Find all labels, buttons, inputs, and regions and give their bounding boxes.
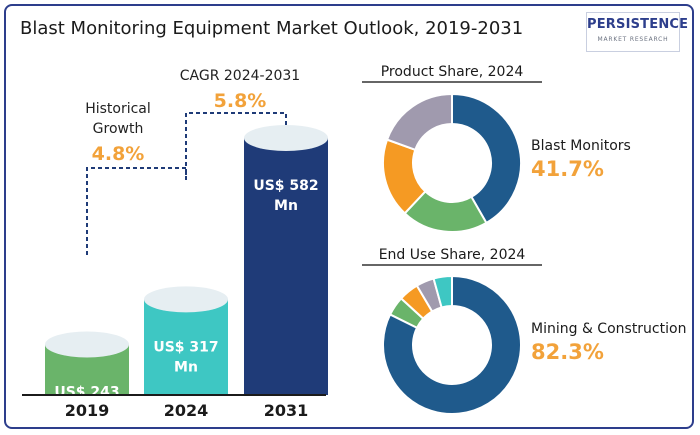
x-tick-label: 2031: [264, 401, 309, 420]
donut-highlight-value: 82.3%: [531, 340, 604, 364]
donut-title: Product Share, 2024: [381, 64, 524, 80]
historical-label-line1: Historical: [85, 101, 151, 117]
end-use-share-donut: End Use Share, 2024 Mining & Construction…: [362, 247, 686, 415]
persistence-logo: PERSISTENCE MARKET RESEARCH: [586, 12, 689, 52]
donut-highlight-value: 41.7%: [531, 157, 604, 181]
bar-value-label: US$ 243: [54, 384, 119, 400]
donut-highlight-label: Mining & Construction: [531, 321, 686, 337]
historical-growth-value: 4.8%: [92, 143, 145, 165]
historical-growth-connector: [86, 167, 187, 255]
bar-unit-label: Mn: [75, 404, 99, 420]
donut-slice-3: [385, 92, 453, 152]
bar-top-cap: [45, 331, 129, 358]
donut-slice-4: [432, 274, 453, 309]
x-tick-label: 2024: [164, 401, 209, 420]
bar-2019: US$ 243 Mn: [45, 331, 129, 420]
bar-body: [244, 138, 328, 395]
bar-2031: US$ 582 Mn: [244, 125, 328, 395]
cagr-value: 5.8%: [214, 90, 267, 112]
bar-value-label: US$ 317: [153, 339, 218, 355]
logo-tagline: MARKET RESEARCH: [597, 36, 669, 43]
x-tick-label: 2019: [65, 401, 110, 420]
logo-wordmark: PERSISTENCE: [587, 17, 689, 32]
bar-unit-label: Mn: [274, 198, 298, 214]
historical-label-line2: Growth: [93, 121, 144, 137]
cagr-label: CAGR 2024-2031: [180, 68, 300, 84]
bar-2024: US$ 317 Mn: [144, 286, 228, 395]
donut-slice-0: [382, 274, 522, 415]
donut-highlight-label: Blast Monitors: [531, 138, 631, 154]
bar-unit-label: Mn: [174, 359, 198, 375]
bar-top-cap: [144, 286, 228, 313]
product-share-donut: Product Share, 2024 Blast Monitors 41.7%: [362, 64, 631, 233]
bar-body: [144, 299, 228, 395]
donut-slice-0: [451, 92, 522, 225]
chart-title: Blast Monitoring Equipment Market Outloo…: [20, 18, 523, 39]
bar-top-cap: [244, 125, 328, 151]
bar-value-label: US$ 582: [253, 178, 318, 194]
donut-title: End Use Share, 2024: [379, 247, 526, 263]
chart-frame: [4, 4, 694, 429]
